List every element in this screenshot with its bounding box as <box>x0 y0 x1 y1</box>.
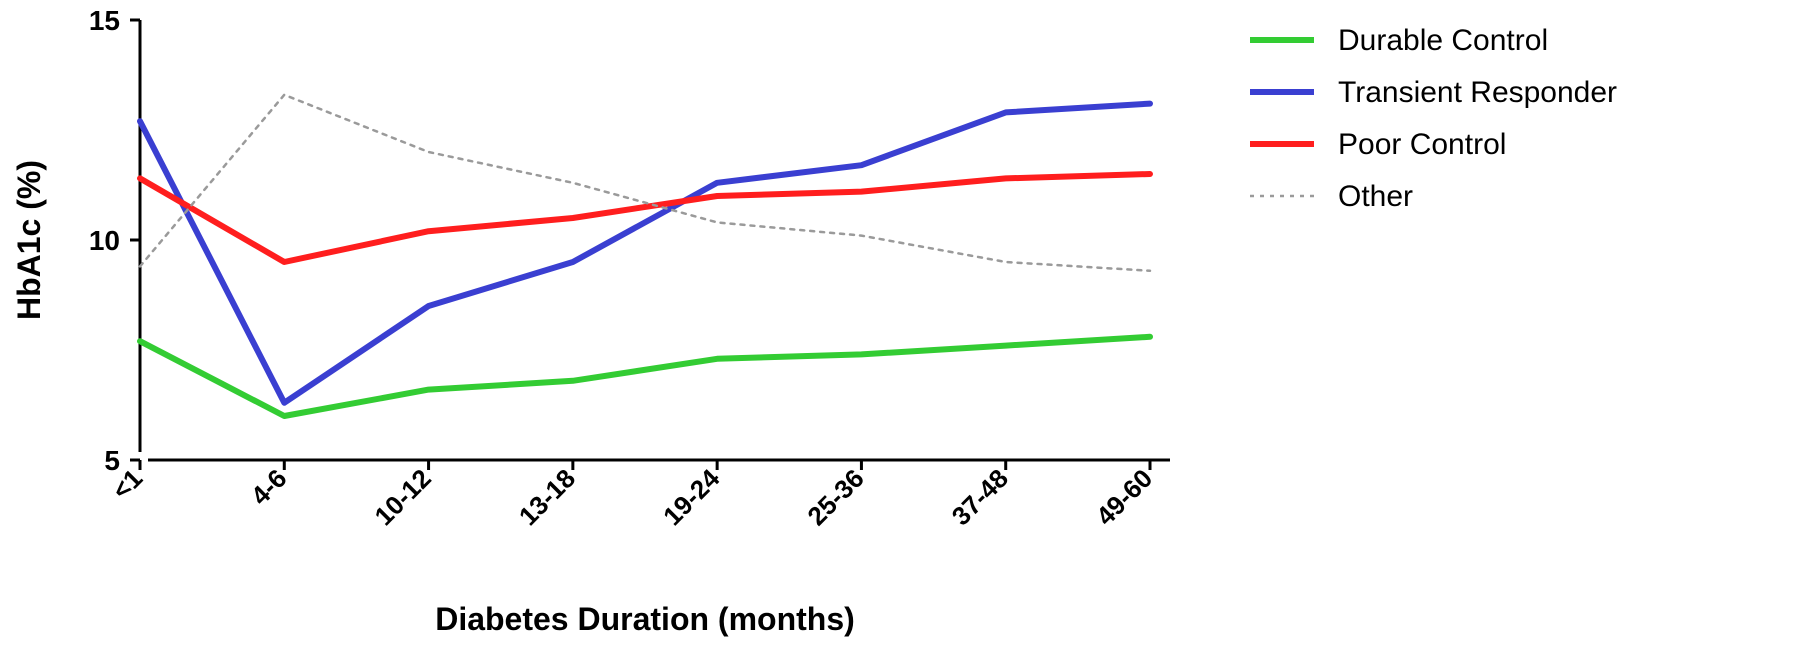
x-tick-label: 13-18 <box>513 463 581 531</box>
y-axis-label: HbA1c (%) <box>11 160 47 320</box>
x-tick-label: 10-12 <box>369 463 437 531</box>
x-tick-label: 4-6 <box>245 463 293 511</box>
y-tick-label: 15 <box>89 5 120 36</box>
legend-label-other: Other <box>1338 180 1413 213</box>
legend-label-durable: Durable Control <box>1338 24 1548 57</box>
series-line-other <box>140 95 1150 271</box>
chart-svg: 51015<14-610-1213-1819-2425-3637-4849-60… <box>0 0 1800 662</box>
series-line-poor <box>140 174 1150 262</box>
hba1c-line-chart: 51015<14-610-1213-1819-2425-3637-4849-60… <box>0 0 1800 662</box>
series-line-transient <box>140 104 1150 403</box>
x-axis-label: Diabetes Duration (months) <box>435 601 855 637</box>
legend-label-poor: Poor Control <box>1338 128 1506 161</box>
x-tick-label: 25-36 <box>801 463 869 531</box>
series-line-durable <box>140 337 1150 416</box>
x-tick-label: 37-48 <box>946 463 1014 531</box>
x-tick-label: 19-24 <box>657 463 726 532</box>
x-tick-label: 49-60 <box>1090 463 1158 531</box>
y-tick-label: 10 <box>89 225 120 256</box>
legend-label-transient: Transient Responder <box>1338 76 1617 109</box>
